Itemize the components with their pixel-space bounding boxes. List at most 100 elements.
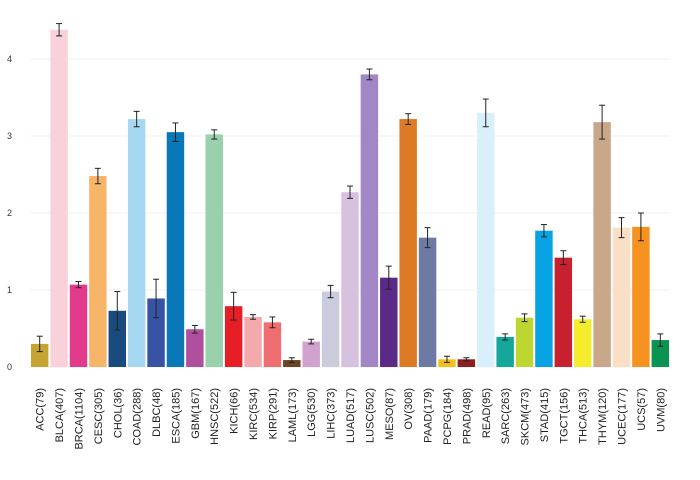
error-bar-tgct [560, 250, 567, 266]
bar-pcpg [438, 359, 456, 367]
bar-hnsc [205, 134, 223, 367]
x-tick-label: THYM(120) [597, 388, 609, 445]
error-bar-blca [56, 23, 63, 37]
x-tick-label: KIRP(291) [267, 388, 279, 439]
bar-blca [50, 29, 68, 368]
x-tick-label: UCEC(177) [617, 388, 629, 445]
x-tick-label: TGCT(156) [558, 388, 570, 444]
x-tick-label: SARC(263) [500, 388, 512, 444]
x-tick-label: LGG(530) [306, 388, 318, 437]
bar-prad [457, 359, 476, 367]
x-tick-label: COAD(288) [132, 388, 144, 445]
error-bar-thca [579, 315, 586, 323]
error-bar-lihc [327, 284, 334, 299]
x-tick-label: OV(308) [403, 388, 415, 430]
bar-meso [380, 277, 398, 367]
error-bar-acc [36, 335, 43, 353]
bar-lihc [321, 291, 340, 367]
bar-gbm [186, 329, 204, 367]
bar-luad [341, 192, 359, 367]
error-bar-pcpg [443, 355, 450, 363]
error-bar-kirc [250, 314, 257, 320]
error-bar-sarc [502, 333, 509, 341]
x-tick-label: BRCA(1104) [73, 388, 85, 450]
x-tick-label: LUSC(502) [364, 388, 376, 443]
error-bar-laml [288, 357, 295, 363]
bar-skcm [515, 317, 534, 367]
error-bar-kirp [269, 316, 276, 329]
bar-chol [108, 310, 126, 367]
x-tick-label: MESO(87) [384, 388, 396, 440]
error-bar-ucec [618, 217, 625, 239]
error-bar-ov [405, 113, 412, 125]
error-bar-thym [599, 104, 606, 140]
bar-tgct [554, 257, 573, 367]
x-tick-label: LIHC(373) [326, 388, 338, 439]
x-tick-label: LUAD(517) [345, 388, 357, 443]
x-tick-label: PCPG(184) [442, 388, 454, 445]
bar-kich [224, 306, 243, 367]
bar-ucec [612, 227, 631, 367]
x-tick-label: HNSC(522) [209, 388, 221, 445]
bar-ov [399, 119, 417, 367]
error-bars [36, 23, 664, 363]
error-bar-brca [75, 281, 82, 289]
x-tick-label: CESC(305) [93, 388, 105, 444]
bar-read [477, 112, 495, 368]
x-tick-label: BLCA(407) [54, 388, 66, 442]
x-tick-label: THCA(513) [578, 388, 590, 444]
bar-brca [69, 284, 88, 367]
bar-thym [593, 122, 611, 367]
bar-dlbc [147, 298, 165, 367]
bars [30, 29, 670, 368]
error-bar-prad [463, 357, 470, 362]
y-tick-label: 4 [7, 54, 12, 64]
x-tick-label: KICH(66) [229, 388, 241, 434]
x-tick-label: DLBC(48) [151, 388, 163, 437]
x-tick-label: ESCA(185) [170, 388, 182, 444]
error-bar-cesc [94, 167, 101, 185]
x-tick-label: PAAD(179) [423, 388, 435, 443]
error-bar-dlbc [153, 278, 160, 319]
error-bar-hnsc [211, 129, 218, 140]
bar-paad [418, 237, 437, 367]
x-tick-label: ACC(79) [35, 388, 47, 431]
error-bar-gbm [191, 324, 198, 334]
x-tick-label: UCS(57) [636, 388, 648, 431]
x-tick-label: SKCM(473) [520, 388, 532, 445]
bar-ucs [632, 226, 650, 367]
error-bar-lgg [308, 338, 315, 345]
error-bar-lusc [366, 68, 373, 81]
x-axis-ticks: ACC(79) BLCA(407) BRCA(1104) CESC(305) CHOL(… [35, 388, 668, 450]
error-bar-luad [347, 185, 353, 199]
bar-esca [166, 132, 185, 367]
x-tick-label: CHOL(36) [112, 388, 124, 438]
y-axis-ticks: 0 1 2 3 4 [7, 54, 12, 372]
bar-stad [535, 230, 553, 367]
bar-lgg [302, 341, 320, 367]
bar-sarc [496, 336, 514, 367]
y-tick-label: 1 [7, 285, 12, 295]
x-tick-label: READ(95) [481, 388, 493, 438]
error-bar-skcm [521, 313, 528, 323]
bar-kirc [244, 316, 262, 367]
bar-acc [30, 343, 49, 367]
x-tick-label: KIRC(534) [248, 388, 260, 440]
error-bar-ucs [637, 212, 644, 242]
bar-coad [127, 119, 146, 367]
y-tick-label: 3 [7, 131, 12, 141]
x-tick-label: STAD(415) [539, 388, 551, 442]
error-bar-coad [133, 110, 140, 128]
bar-cesc [89, 176, 107, 367]
x-tick-label: LAML(173) [287, 388, 299, 442]
error-bar-meso [385, 265, 392, 290]
bar-kirp [263, 322, 282, 367]
x-tick-label: PRAD(498) [461, 388, 473, 444]
error-bar-kich [230, 291, 237, 321]
x-tick-label: UVM(80) [655, 388, 667, 432]
bar-uvm [651, 340, 670, 367]
error-bar-uvm [657, 333, 664, 347]
error-bar-stad [540, 224, 547, 238]
y-tick-label: 0 [7, 362, 12, 372]
x-tick-label: GBM(167) [190, 388, 202, 439]
